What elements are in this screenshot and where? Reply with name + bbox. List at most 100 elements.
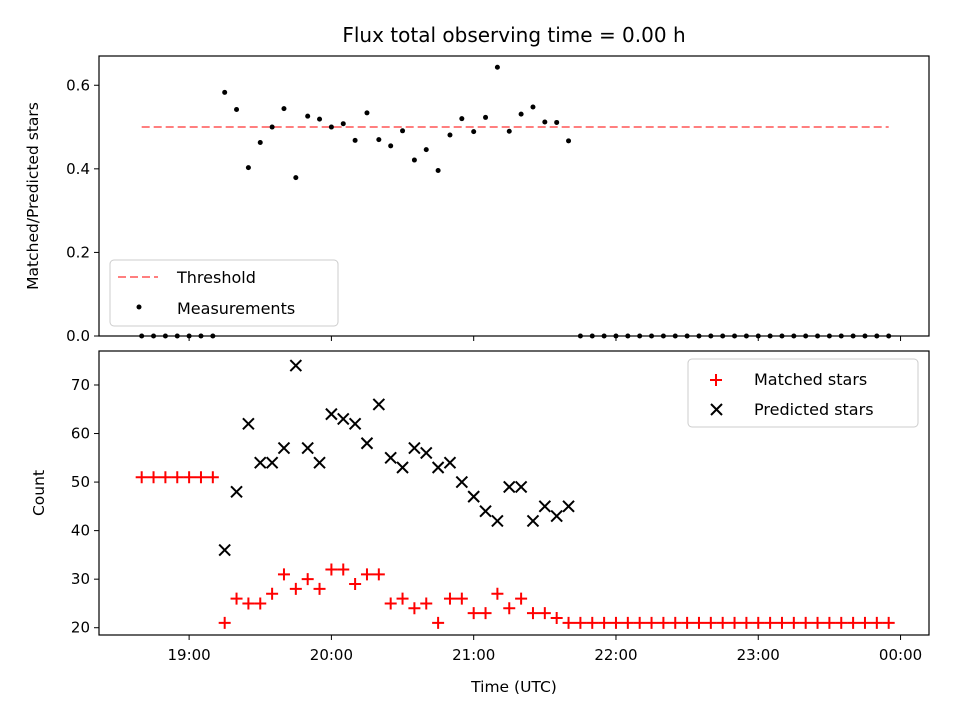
measurement-point — [660, 333, 666, 339]
measurement-point — [613, 333, 619, 339]
measurement-point — [684, 333, 690, 339]
matched-star-point — [254, 597, 267, 610]
matched-star-point — [538, 607, 551, 620]
predicted-star-point — [230, 485, 243, 498]
measurement-point — [518, 111, 524, 117]
measurement-point — [423, 147, 429, 153]
measurement-point — [625, 333, 631, 339]
matched-star-point — [764, 616, 777, 629]
legend-predicted-swatch — [710, 403, 723, 416]
top-legend: Threshold Measurements — [109, 259, 339, 327]
measurement-point — [755, 333, 761, 339]
matched-star-point — [515, 592, 528, 605]
measurement-point — [151, 333, 157, 339]
measurement-point — [376, 137, 382, 143]
measurement-point — [340, 121, 346, 127]
predicted-star-point — [420, 446, 433, 460]
measurement-point — [708, 333, 714, 339]
predicted-star-point — [396, 461, 409, 474]
matched-star-point — [858, 616, 871, 629]
matched-star-point — [882, 616, 895, 629]
predicted-star-point — [479, 504, 492, 518]
bottom-axes-frame — [98, 350, 930, 636]
bottom-legend: Matched stars Predicted stars — [687, 358, 919, 428]
measurement-point — [506, 128, 512, 134]
x-tick-label: 19:00 — [167, 646, 210, 664]
matched-star-point — [159, 471, 172, 484]
measurement-point — [162, 333, 168, 339]
measurement-point — [601, 333, 607, 339]
matched-star-point — [384, 597, 397, 610]
predicted-star-point — [360, 437, 374, 450]
x-tick-label: 23:00 — [737, 646, 780, 664]
predicted-star-point — [289, 359, 303, 372]
measurement-point — [459, 116, 465, 122]
measurement-point — [471, 129, 477, 135]
legend-measurements-label: Measurements — [177, 299, 295, 318]
measurement-point — [791, 333, 797, 339]
matched-star-point — [360, 568, 373, 581]
matched-star-point — [621, 616, 634, 629]
measurement-point — [874, 333, 880, 339]
matched-star-point — [242, 597, 255, 610]
predicted-star-point — [467, 490, 480, 503]
measurement-point — [649, 333, 655, 339]
measurement-point — [850, 333, 856, 339]
matched-star-point — [681, 616, 694, 629]
measurement-point — [483, 114, 489, 120]
predicted-star-point — [431, 461, 445, 474]
measurement-point — [352, 137, 358, 143]
measurement-point — [186, 333, 192, 339]
predicted-star-point — [372, 398, 386, 411]
bottom-y-tick-label: 70 — [71, 376, 90, 394]
measurement-point — [411, 157, 417, 163]
measurement-point — [577, 333, 583, 339]
legend-predicted-label: Predicted stars — [754, 400, 874, 419]
measurement-point — [245, 165, 251, 171]
measurement-point — [554, 119, 560, 125]
predicted-star-point — [337, 412, 350, 426]
bottom-plot-area: 20 30 40 50 60 70 19:00 20:00 21:00 22:00 23:00 00:… — [71, 350, 930, 664]
matched-star-point — [218, 616, 231, 629]
matched-star-point — [704, 616, 717, 629]
predicted-star-point — [443, 456, 457, 469]
measurement-point — [388, 143, 394, 149]
matched-star-point — [337, 563, 350, 576]
predicted-star-point — [242, 417, 255, 431]
matched-star-point — [147, 471, 160, 484]
measurement-point — [328, 124, 334, 130]
measurement-point — [174, 333, 180, 339]
matched-star-point — [835, 616, 848, 629]
measurement-point — [317, 116, 323, 122]
bottom-y-tick-label: 50 — [71, 473, 90, 491]
matched-star-point — [183, 471, 196, 484]
measurement-point — [542, 119, 548, 125]
chart-title: Flux total observing time = 0.00 h — [342, 23, 685, 47]
predicted-star-point — [455, 475, 469, 489]
measurement-point — [838, 333, 844, 339]
measurement-point — [696, 333, 702, 339]
matched-star-point — [301, 573, 314, 586]
matched-star-point — [752, 616, 765, 629]
matched-star-point — [194, 471, 207, 484]
measurement-point — [803, 333, 809, 339]
measurement-point — [447, 132, 453, 138]
bottom-y-tick-label: 20 — [71, 619, 90, 637]
top-y-tick-label: 0.2 — [66, 243, 90, 261]
predicted-star-point — [301, 441, 314, 455]
matched-star-point — [574, 616, 587, 629]
matched-star-point — [823, 616, 836, 629]
matched-star-point — [775, 616, 788, 629]
matched-star-point — [740, 616, 753, 629]
predicted-star-point — [313, 456, 326, 469]
matched-star-point — [503, 602, 516, 615]
legend-measurements-swatch — [136, 304, 142, 310]
measurement-point — [530, 104, 536, 110]
matched-star-point — [420, 597, 433, 610]
x-tick-label: 20:00 — [310, 646, 353, 664]
top-y-tick-label: 0.4 — [66, 160, 90, 178]
matched-star-point — [230, 592, 243, 605]
measurement-point — [826, 333, 832, 339]
measurement-point — [886, 333, 892, 339]
